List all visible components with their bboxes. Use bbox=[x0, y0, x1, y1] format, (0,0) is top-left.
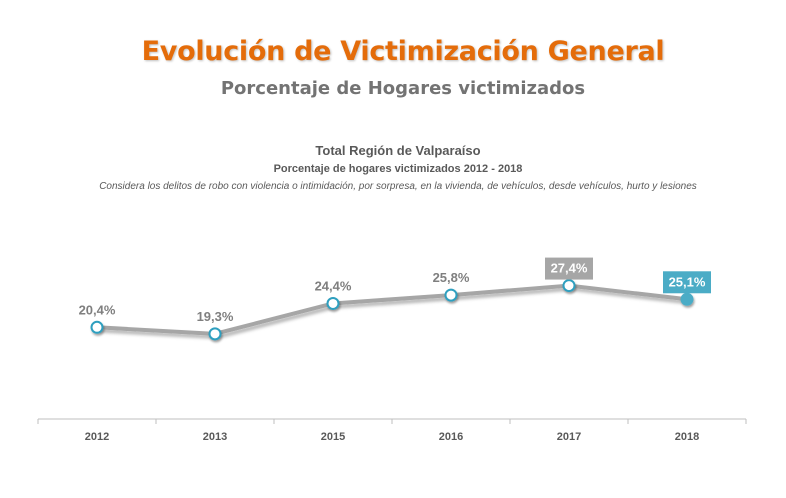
series-line bbox=[95, 283, 689, 336]
x-tick-label: 2017 bbox=[557, 431, 581, 443]
x-tick-label: 2013 bbox=[203, 431, 227, 443]
x-tick-label: 2015 bbox=[321, 431, 345, 443]
data-label-box-2017 bbox=[545, 257, 593, 280]
data-point-2012 bbox=[90, 320, 104, 334]
data-point-2017 bbox=[562, 279, 576, 293]
data-point-2013 bbox=[208, 327, 222, 341]
chart-note: Considera los delitos de robo con violen… bbox=[99, 181, 697, 192]
data-label-2016: 25,8% bbox=[433, 270, 470, 285]
data-label-2015: 24,4% bbox=[315, 278, 352, 293]
data-label-box-2018 bbox=[663, 271, 711, 294]
data-label-2017: 27,4% bbox=[551, 261, 588, 276]
data-point-2016 bbox=[444, 288, 458, 302]
data-label-2012: 20,4% bbox=[79, 302, 116, 317]
data-point-2018 bbox=[680, 292, 694, 306]
x-tick-label: 2016 bbox=[439, 431, 463, 443]
x-tick-label: 2018 bbox=[675, 431, 699, 443]
chart-title: Total Región de Valparaíso bbox=[315, 143, 481, 158]
data-label-2018: 25,1% bbox=[669, 274, 706, 289]
data-point-2015 bbox=[326, 296, 340, 310]
data-label-2013: 19,3% bbox=[197, 309, 234, 324]
page-subtitle: Porcentaje de Hogares victimizados bbox=[220, 78, 586, 99]
page-title: Evolución de Victimización General bbox=[141, 36, 665, 67]
x-tick-label: 2012 bbox=[85, 431, 109, 443]
chart-subtitle: Porcentaje de hogares victimizados 2012 … bbox=[273, 163, 523, 175]
